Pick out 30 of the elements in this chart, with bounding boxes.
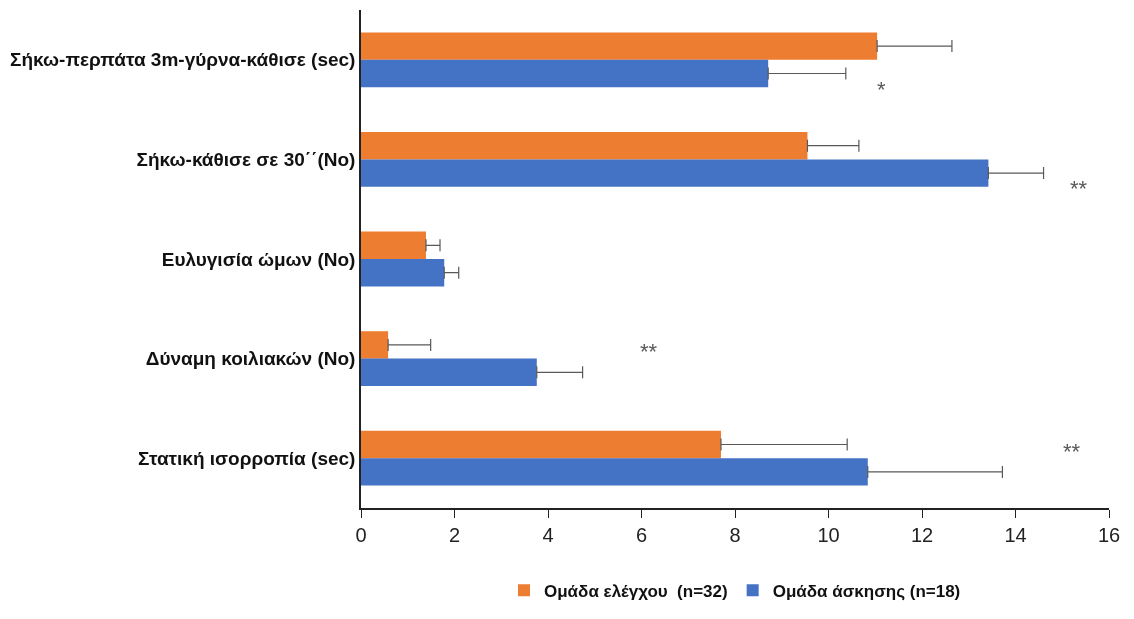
bar [361, 331, 389, 359]
x-tick-label: 10 [817, 523, 840, 546]
annotation: ** [1063, 439, 1081, 464]
legend-label: Ομάδα ελέγχου (n=32) [544, 581, 728, 601]
x-tick-label: 16 [1097, 523, 1121, 546]
y-tick-label: Ευλυγισία ώμων (No) [161, 248, 356, 270]
bar [361, 159, 989, 187]
bar [361, 231, 426, 259]
bar [361, 358, 537, 386]
y-tick-label: Στατική ισορροπία (sec) [137, 447, 356, 469]
annotation: * [877, 77, 886, 102]
y-tick-label: Σήκω-περπάτα 3m-γύρνα-κάθισε (sec) [10, 49, 356, 71]
y-tick-label: Σήκω-κάθισε σε 30΄΄(No) [136, 149, 356, 171]
annotation: ** [1070, 176, 1088, 201]
bar [361, 259, 445, 287]
x-tick-label: 12 [910, 523, 934, 546]
y-tick-label: Δύναμη κοιλιακών (No) [145, 348, 356, 370]
x-tick-label: 2 [448, 523, 461, 546]
x-tick-label: 8 [729, 523, 741, 546]
legend-label: Ομάδα άσκησης (n=18) [772, 581, 961, 601]
annotation: ** [640, 339, 658, 364]
bar [361, 59, 769, 88]
x-tick-label: 4 [542, 523, 554, 546]
bar [361, 458, 868, 486]
bar [361, 32, 878, 60]
bar [361, 430, 721, 459]
x-tick-label: 6 [635, 523, 648, 546]
x-tick-label: 0 [355, 523, 367, 546]
bar [361, 132, 808, 160]
x-tick-label: 14 [1004, 523, 1027, 546]
